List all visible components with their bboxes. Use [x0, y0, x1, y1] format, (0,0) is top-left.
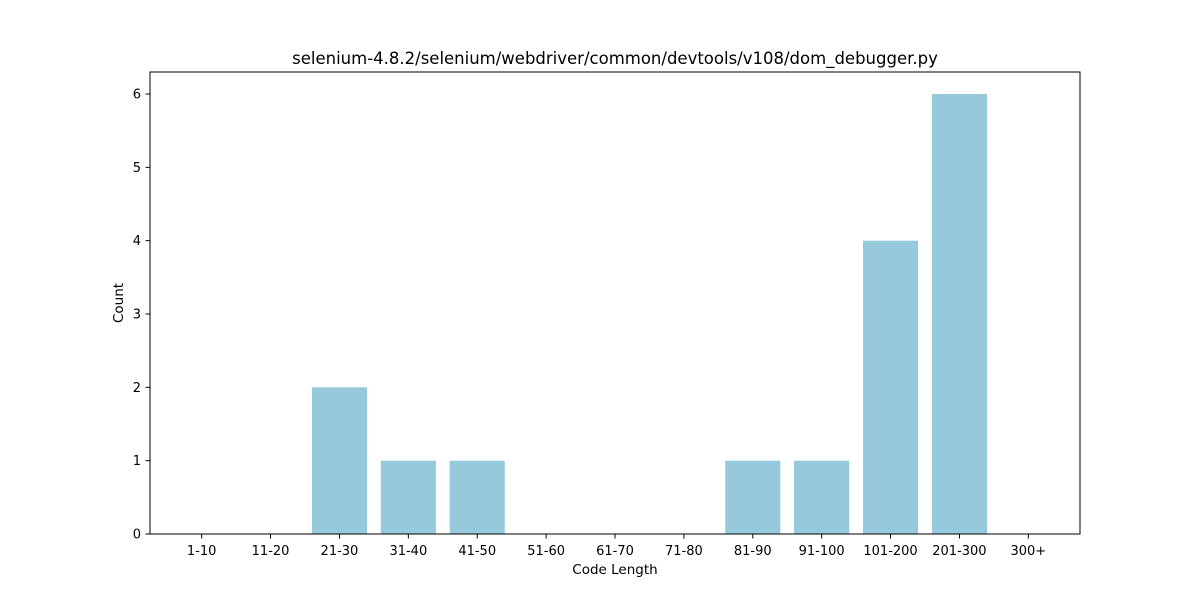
- x-axis-ticks: 1-10 11-20 21-30 31-40 41-50 51-60 61-70 71-80 8…: [187, 534, 1046, 559]
- bar-81-90: [725, 460, 781, 534]
- bar-101-200: [863, 240, 919, 535]
- x-tick-label: 1-10: [187, 544, 217, 559]
- x-axis-label: Code Length: [572, 562, 657, 578]
- x-tick-label: 41-50: [458, 544, 496, 559]
- x-tick-label: 201-300: [932, 544, 986, 559]
- x-tick-label: 31-40: [389, 544, 427, 559]
- x-tick-label: 51-60: [527, 544, 565, 559]
- y-axis-ticks: 0 1 2 3 4 5 6: [133, 88, 150, 543]
- y-axis-label: Count: [111, 283, 127, 323]
- x-tick-label: 81-90: [734, 544, 772, 559]
- x-tick-label: 91-100: [799, 544, 845, 559]
- y-tick-label: 0: [133, 528, 141, 543]
- bar-31-40: [380, 460, 436, 534]
- bar-21-30: [311, 387, 367, 534]
- y-tick-label: 2: [133, 381, 141, 396]
- bars-group: [311, 94, 987, 535]
- y-tick-label: 5: [133, 161, 141, 176]
- x-tick-label: 11-20: [252, 544, 290, 559]
- bar-41-50: [449, 460, 505, 534]
- y-tick-label: 4: [133, 234, 141, 249]
- x-tick-label: 21-30: [321, 544, 359, 559]
- x-tick-label: 71-80: [665, 544, 703, 559]
- x-tick-label: 61-70: [596, 544, 634, 559]
- x-tick-label: 101-200: [863, 544, 917, 559]
- y-tick-label: 1: [133, 454, 141, 469]
- bar-91-100: [794, 460, 850, 534]
- chart-title: selenium-4.8.2/selenium/webdriver/common…: [292, 49, 938, 69]
- x-tick-label: 300+: [1010, 544, 1046, 559]
- y-tick-label: 6: [133, 88, 141, 103]
- plot-frame: [149, 71, 1081, 535]
- bar-201-300: [931, 94, 987, 534]
- y-tick-label: 3: [133, 308, 141, 323]
